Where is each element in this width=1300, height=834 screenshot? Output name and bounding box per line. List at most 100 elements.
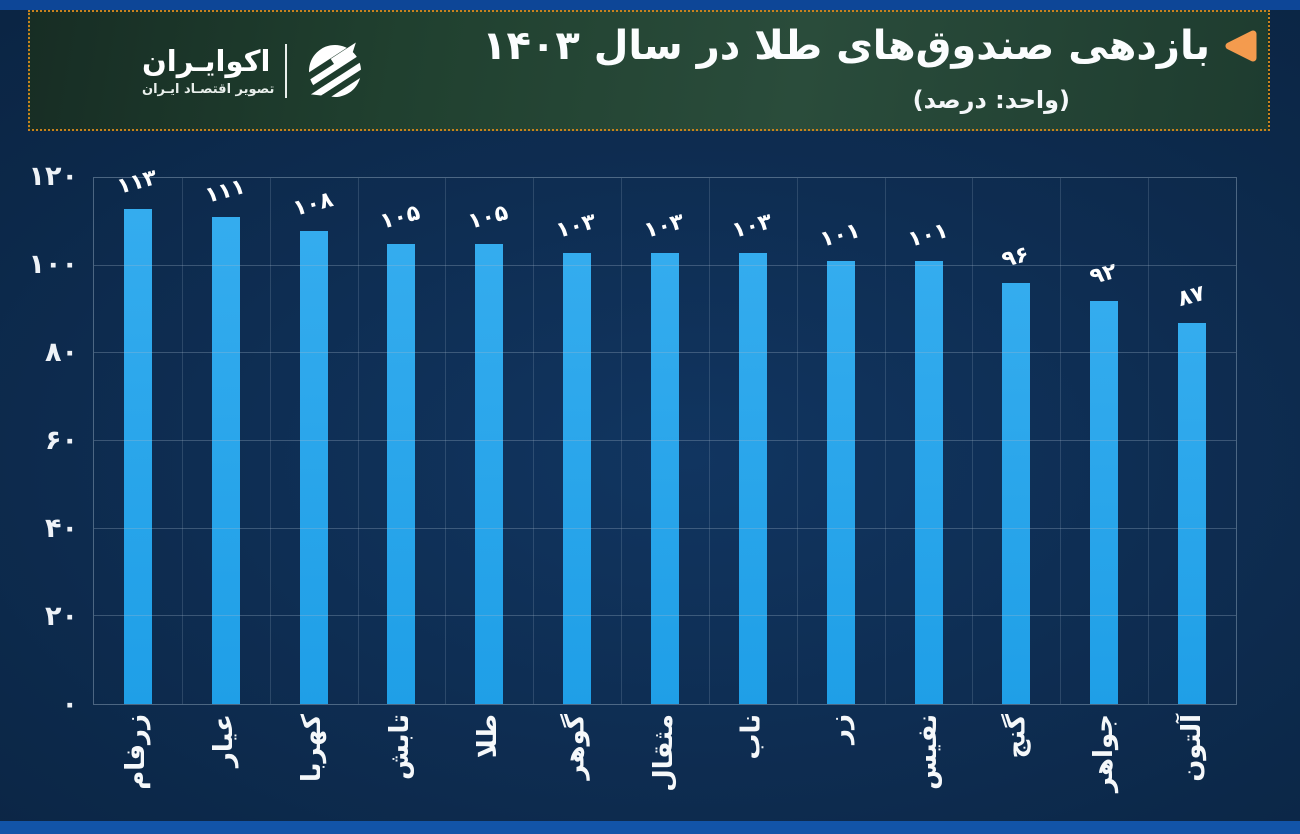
h-gridline (94, 615, 1236, 617)
x-axis: زرفام عیار کهربا تابش طلا گوهر مثقال ناب زر نفیس گ… (93, 705, 1237, 821)
v-gridline (796, 178, 798, 704)
x-cell: گنج (973, 705, 1061, 821)
bar (387, 243, 416, 704)
brand-name: اکوایـران (142, 44, 271, 79)
x-cell: عیار (181, 705, 269, 821)
bar (563, 252, 592, 704)
plot-area: ۱۱۳ ۱۱۱ ۱۰۸ ۱۰۵ ۱۰۵ ۱۰۳ ۱۰۳ ۱۰۳ ۱۰۱ ۱۰۱ ۹۶ ۹۲ ۸۷ (93, 165, 1237, 705)
bar (211, 217, 240, 704)
title-block: بازدهی صندوق‌های طلا در سال ۱۴۰۳ (482, 22, 1258, 70)
unit-note: (واحد: درصد) (912, 86, 1070, 114)
title-bullet-icon (1225, 30, 1257, 62)
bar (738, 252, 767, 704)
brand-text-block: اکوایـران تصویر اقتصـاد ایـران (142, 44, 275, 97)
y-axis-tick-label: ۰ (61, 689, 78, 720)
bar-cell: ۱۱۱ (182, 174, 270, 704)
bar (299, 230, 328, 704)
bar-cell: ۹۶ (972, 178, 1060, 704)
x-cell: طلا (445, 705, 533, 821)
h-gridline (94, 440, 1236, 441)
bar-value-label: ۱۰۱ (905, 217, 951, 253)
x-axis-category-label: زرفام (121, 714, 151, 790)
v-gridline (181, 178, 183, 704)
x-cell: نفیس (885, 705, 973, 821)
top-accent-strip (0, 0, 1300, 10)
bar (1002, 283, 1031, 704)
ecoiran-emblem-icon (309, 42, 362, 97)
bar-value-label: ۱۰۱ (817, 217, 863, 253)
bar-cell: ۱۰۱ (797, 178, 885, 704)
v-gridline (1148, 178, 1150, 704)
brand-divider (285, 44, 288, 98)
y-axis-tick-label: ۴۰ (45, 513, 78, 544)
v-gridline (708, 178, 710, 704)
bar-value-label: ۱۰۵ (377, 200, 424, 235)
x-axis-category-label: گنج (1001, 714, 1031, 759)
bar-value-label: ۱۰۵ (465, 200, 512, 235)
v-gridline (621, 178, 623, 704)
x-cell: تابش (357, 705, 445, 821)
bar-cell: ۱۰۳ (621, 178, 709, 704)
bar (1178, 322, 1207, 704)
h-gridline (94, 527, 1236, 529)
bar-value-label: ۱۱۳ (114, 165, 160, 200)
header: اکوایـران تصویر اقتصـاد ایـران (28, 10, 1270, 131)
brand-logo: اکوایـران تصویر اقتصـاد ایـران (142, 30, 372, 112)
bar-cell: ۱۰۱ (885, 178, 973, 704)
bar-value-label: ۱۰۸ (290, 187, 336, 222)
bar (650, 252, 679, 704)
x-axis-category-label: نفیس (913, 714, 943, 790)
bar (123, 208, 152, 704)
v-gridline (884, 178, 886, 704)
y-axis: ۰ ۲۰ ۴۰ ۶۰ ۸۰ ۱۰۰ ۱۲۰ (0, 131, 78, 821)
brand-tagline: تصویر اقتصـاد ایـران (142, 81, 275, 97)
bar-value-label: ۱۱۱ (202, 173, 248, 209)
bar-cell: ۸۷ (1148, 178, 1236, 704)
bottom-accent-strip (0, 821, 1300, 834)
v-gridline (445, 178, 447, 704)
v-gridline (972, 178, 974, 704)
v-gridline (269, 178, 271, 704)
y-axis-tick-label: ۱۲۰ (28, 161, 78, 192)
v-gridline (357, 178, 359, 704)
bar-cell: ۱۰۸ (270, 178, 358, 704)
x-axis-category-label: آلتون (1177, 714, 1207, 782)
x-axis-category-label: مثقال (649, 714, 679, 792)
x-axis-category-label: گوهر (561, 714, 591, 780)
bar (1090, 300, 1119, 704)
y-axis-tick-label: ۶۰ (45, 425, 78, 456)
x-axis-category-label: تابش (385, 714, 415, 781)
y-axis-tick-label: ۲۰ (45, 601, 78, 632)
x-cell: زرفام (93, 705, 181, 821)
x-axis-category-label: کهربا (297, 714, 327, 782)
bar-value-label: ۱۰۳ (553, 209, 600, 244)
bar (826, 261, 855, 704)
bar-cell: ۱۰۳ (709, 178, 797, 704)
bar-cell: ۱۱۳ (94, 165, 182, 704)
x-cell: ناب (709, 705, 797, 821)
bar-value-label: ۱۰۳ (641, 209, 687, 244)
v-gridline (533, 178, 535, 704)
x-axis-category-label: ناب (737, 714, 767, 760)
x-axis-category-label: طلا (473, 714, 503, 759)
bars-row: ۱۱۳ ۱۱۱ ۱۰۸ ۱۰۵ ۱۰۵ ۱۰۳ ۱۰۳ ۱۰۳ ۱۰۱ ۱۰۱ ۹۶ ۹۲ ۸۷ (94, 165, 1236, 704)
x-axis-category-label: جواهر (1089, 714, 1119, 793)
bar-cell: ۱۰۳ (533, 178, 621, 704)
x-axis-category-label: زر (825, 714, 855, 744)
bar (475, 243, 504, 704)
x-cell: کهربا (269, 705, 357, 821)
x-cell: مثقال (621, 705, 709, 821)
h-gridline (94, 264, 1236, 266)
y-axis-tick-label: ۸۰ (45, 337, 78, 368)
bar-value-label: ۹۶ (999, 241, 1033, 273)
bar-value-label: ۱۰۳ (729, 209, 775, 244)
bar-cell: ۱۰۵ (445, 178, 533, 704)
y-axis-tick-label: ۱۰۰ (28, 249, 78, 280)
page-title: بازدهی صندوق‌های طلا در سال ۱۴۰۳ (482, 23, 1210, 69)
x-cell: زر (797, 705, 885, 821)
bar-cell: ۹۲ (1060, 178, 1148, 704)
x-cell: گوهر (533, 705, 621, 821)
chart-area: ۰ ۲۰ ۴۰ ۶۰ ۸۰ ۱۰۰ ۱۲۰ ۱۱۳ ۱۱۱ ۱۰۸ ۱۰۵ ۱۰۵ ۱۰۳ ۱۰۳ ۱۰۳… (0, 131, 1300, 821)
h-gridline (94, 352, 1236, 354)
